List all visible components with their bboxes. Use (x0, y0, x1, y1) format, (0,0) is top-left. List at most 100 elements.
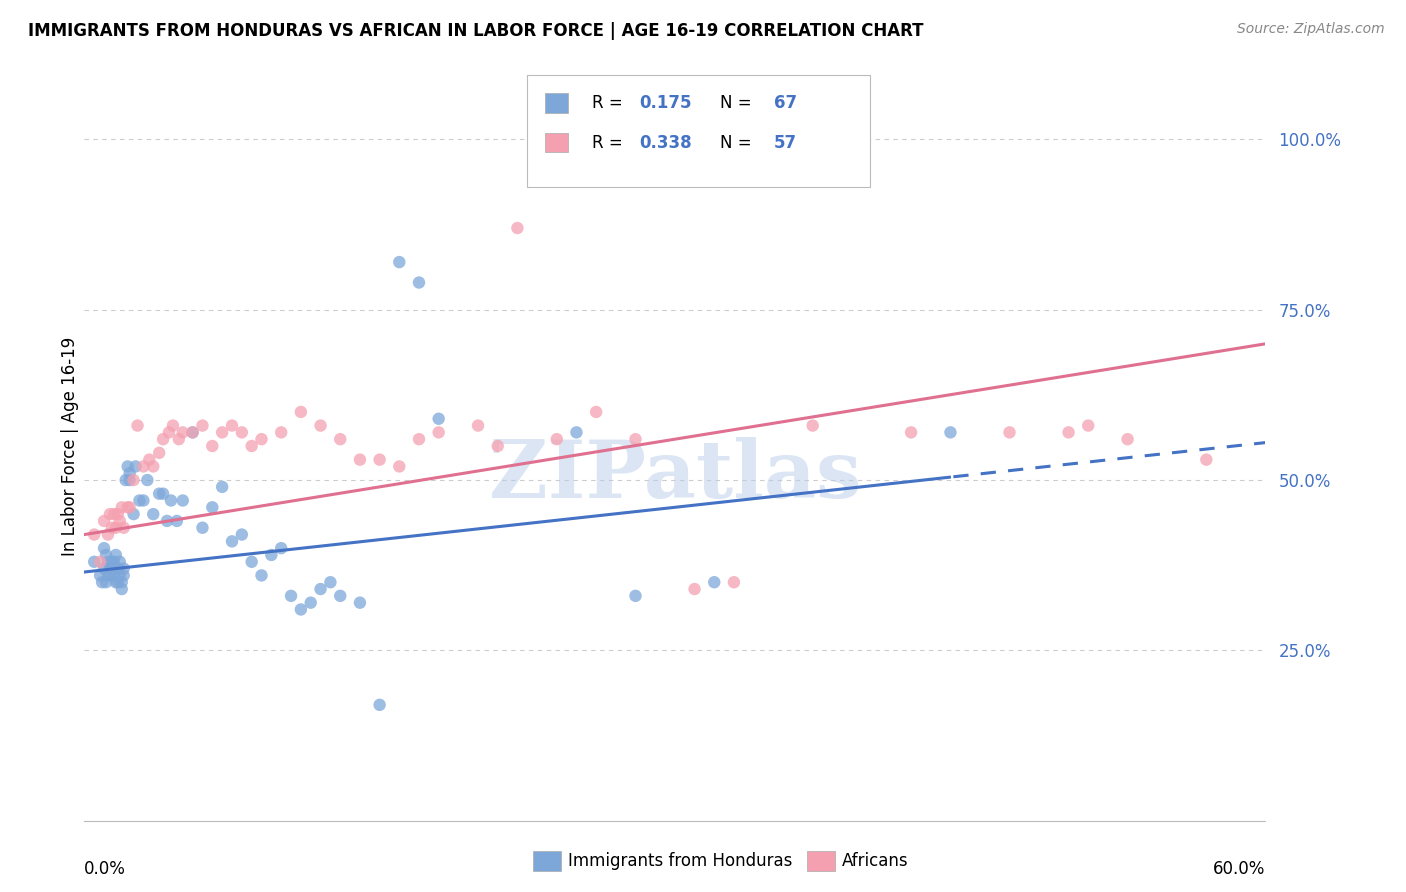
FancyBboxPatch shape (546, 133, 568, 153)
Point (683, 582, 706, 596)
Point (152, 432, 174, 446)
Text: IMMIGRANTS FROM HONDURAS VS AFRICAN IN LABOR FORCE | AGE 16-19 CORRELATION CHART: IMMIGRANTS FROM HONDURAS VS AFRICAN IN L… (28, 22, 924, 40)
Text: Africans: Africans (842, 852, 908, 870)
Point (132, 459, 155, 474)
Point (114, 473, 136, 487)
Text: R =: R = (592, 94, 628, 112)
Point (97, 568, 120, 582)
Point (108, 568, 131, 582)
Point (112, 568, 135, 582)
Point (221, 418, 243, 433)
Point (111, 582, 134, 596)
Point (329, 589, 352, 603)
Point (94, 548, 117, 562)
Point (427, 425, 450, 440)
Point (703, 575, 725, 590)
Point (128, 493, 150, 508)
Point (122, 473, 145, 487)
Point (103, 561, 125, 575)
Point (1116, 432, 1139, 446)
Point (162, 418, 184, 433)
Point (565, 425, 588, 440)
Point (107, 507, 129, 521)
Point (93, 541, 115, 556)
Text: Source: ZipAtlas.com: Source: ZipAtlas.com (1237, 22, 1385, 37)
Point (181, 425, 204, 440)
Point (172, 425, 194, 440)
Point (138, 452, 160, 467)
Point (91, 575, 114, 590)
Point (998, 425, 1021, 440)
Point (260, 548, 283, 562)
Text: 60.0%: 60.0% (1213, 860, 1265, 878)
Point (250, 568, 273, 582)
Point (211, 480, 233, 494)
Point (112, 521, 135, 535)
Point (166, 514, 188, 528)
Text: 0.338: 0.338 (640, 134, 692, 152)
Point (160, 493, 183, 508)
Point (624, 589, 647, 603)
Point (486, 439, 509, 453)
Point (136, 473, 159, 487)
Point (112, 561, 135, 575)
Point (939, 425, 962, 440)
Point (101, 555, 124, 569)
FancyBboxPatch shape (546, 93, 568, 112)
Point (191, 521, 214, 535)
Point (388, 459, 411, 474)
Point (546, 432, 568, 446)
Point (349, 452, 371, 467)
Point (506, 221, 529, 235)
Point (467, 418, 489, 433)
Point (122, 507, 145, 521)
Point (118, 473, 141, 487)
Point (240, 439, 263, 453)
Point (117, 500, 139, 515)
Point (309, 418, 332, 433)
Point (89, 555, 111, 569)
Point (723, 575, 745, 590)
Point (309, 582, 332, 596)
Text: R =: R = (592, 134, 628, 152)
Point (319, 575, 342, 590)
Point (132, 493, 155, 508)
Text: N =: N = (720, 94, 756, 112)
Point (148, 446, 170, 460)
Point (97, 555, 120, 569)
Point (349, 596, 371, 610)
Point (83, 527, 105, 541)
Point (93, 561, 115, 575)
Point (118, 500, 141, 515)
Point (94, 575, 117, 590)
Point (157, 425, 180, 440)
Point (103, 568, 125, 582)
Point (103, 555, 125, 569)
Point (98, 507, 121, 521)
Point (117, 459, 139, 474)
Text: ZIPatlas: ZIPatlas (489, 437, 860, 515)
FancyBboxPatch shape (527, 75, 870, 187)
Point (1057, 425, 1080, 440)
Point (93, 514, 115, 528)
Point (97, 527, 120, 541)
Point (201, 500, 224, 515)
Point (299, 596, 322, 610)
Point (124, 459, 146, 474)
Point (408, 432, 430, 446)
Point (201, 439, 224, 453)
Point (221, 534, 243, 549)
Point (231, 527, 253, 541)
Point (107, 561, 129, 575)
Text: Immigrants from Honduras: Immigrants from Honduras (568, 852, 793, 870)
Point (408, 276, 430, 290)
Point (191, 418, 214, 433)
Point (152, 486, 174, 500)
Point (388, 255, 411, 269)
Point (900, 425, 922, 440)
Point (290, 405, 312, 419)
Point (103, 507, 125, 521)
Point (172, 493, 194, 508)
Point (167, 432, 190, 446)
Point (211, 425, 233, 440)
